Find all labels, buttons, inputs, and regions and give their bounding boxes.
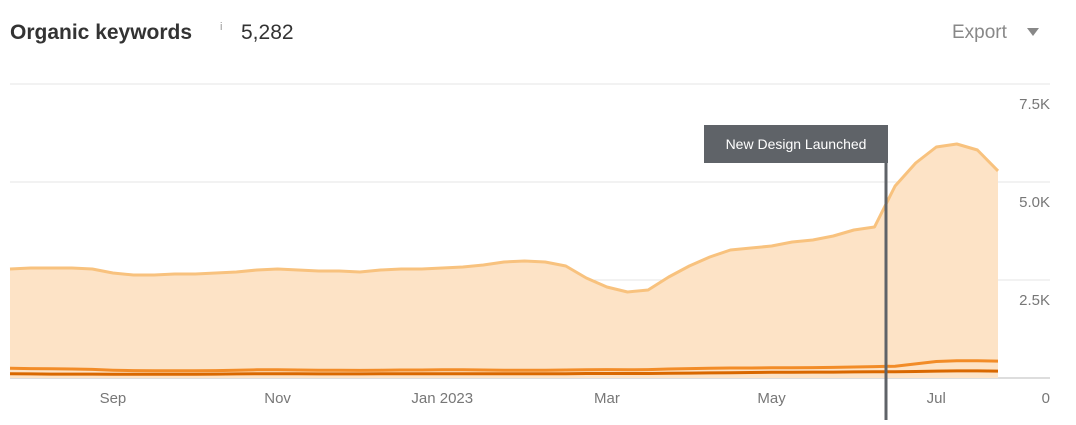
x-tick-label: Nov [264,390,291,407]
area [10,144,998,378]
annotation-box [704,125,888,163]
info-icon[interactable]: i [220,21,222,33]
x-tick-label: Mar [594,390,620,407]
y-tick-label: 5.0K [1019,194,1050,211]
x-tick-label: Jan 2023 [411,390,473,407]
y-tick-label: 0 [1042,390,1050,407]
x-tick-label: Jul [927,390,946,407]
export-button[interactable]: Export [952,22,1039,43]
line [9,142,1000,294]
annotation-label: New Design Launched [726,136,867,152]
line [9,359,999,373]
x-tick-label: Sep [100,390,127,407]
export-caret[interactable] [1027,28,1039,36]
y-tick-label: 2.5K [1019,292,1050,309]
chart-title: Organic keywords [10,21,192,44]
y-tick-label: 7.5K [1019,96,1050,113]
x-tick-label: May [757,390,786,407]
export-label[interactable]: Export [952,22,1008,43]
total-value: 5,282 [241,21,294,44]
line [9,369,999,376]
plot: 0 2.5K 5.0K 7.5K Sep Nov Jan 2023 Mar May Jul [9,83,1050,407]
